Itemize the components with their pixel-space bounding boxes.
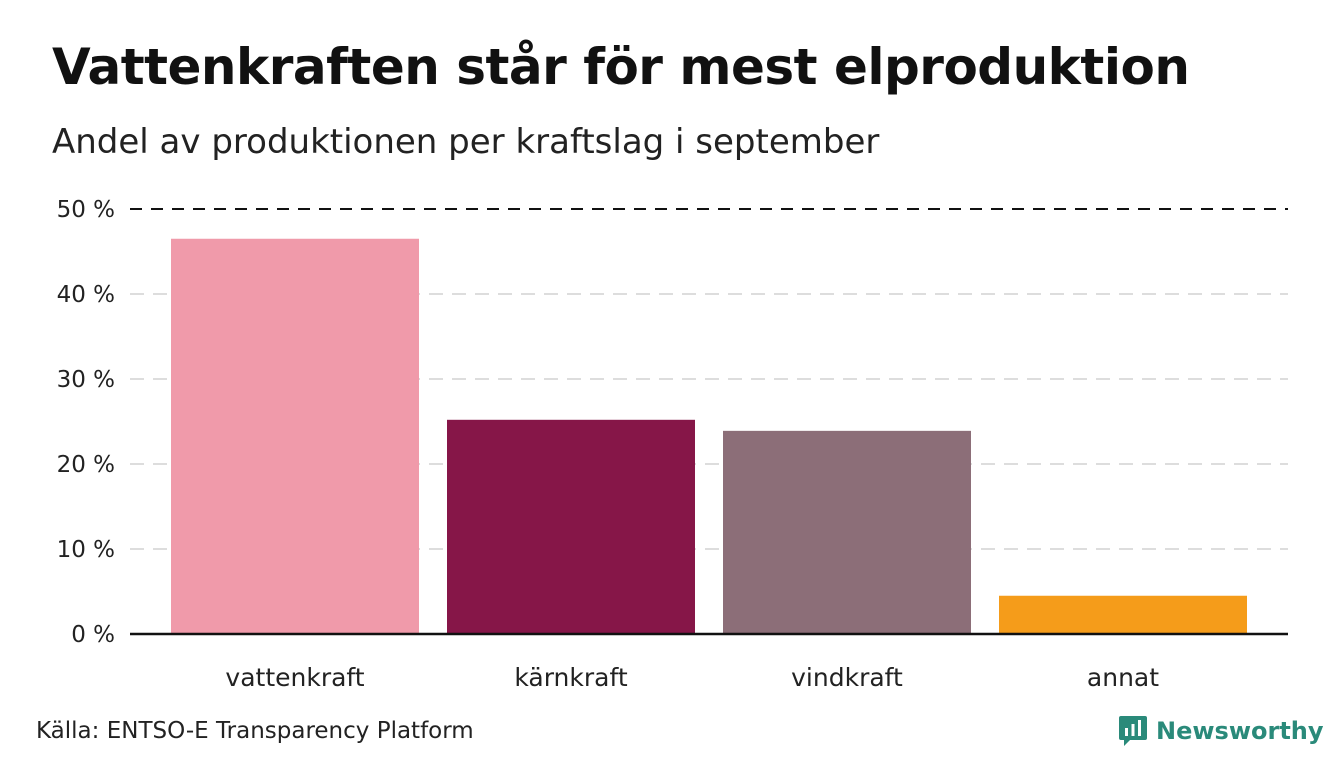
y-tick-label: 50 %: [57, 197, 115, 223]
brand-logo: Newsworthy: [1118, 714, 1324, 748]
bar-chart: 0 % 10 % 20 % 30 % 40 % 50 % vattenkraft kärnkr…: [57, 197, 1288, 692]
source-note: Källa: ENTSO-E Transparency Platform: [36, 718, 474, 744]
x-category-label: vattenkraft: [225, 663, 364, 692]
bars: [171, 238, 1247, 634]
y-tick-label: 10 %: [57, 537, 115, 563]
y-tick-label: 0 %: [71, 622, 115, 648]
y-tick-label: 40 %: [57, 282, 115, 308]
bar-vattenkraft: [171, 238, 419, 634]
bar-annat: [999, 595, 1247, 634]
x-category-label: kärnkraft: [514, 663, 627, 692]
bar-vindkraft: [723, 430, 971, 634]
chart-subtitle: Andel av produktionen per kraftslag i se…: [52, 122, 880, 162]
y-tick-label: 20 %: [57, 452, 115, 478]
brand-name: Newsworthy: [1156, 717, 1324, 745]
y-tick-label: 30 %: [57, 367, 115, 393]
bar-kärnkraft: [447, 419, 695, 634]
x-category-label: annat: [1087, 663, 1159, 692]
axis-labels: 0 % 10 % 20 % 30 % 40 % 50 % vattenkraft kärnkr…: [57, 197, 1160, 692]
x-category-label: vindkraft: [791, 663, 903, 692]
newsworthy-logo-icon: [1119, 716, 1147, 746]
chart-title: Vattenkraften står för mest elproduktion: [52, 38, 1190, 96]
